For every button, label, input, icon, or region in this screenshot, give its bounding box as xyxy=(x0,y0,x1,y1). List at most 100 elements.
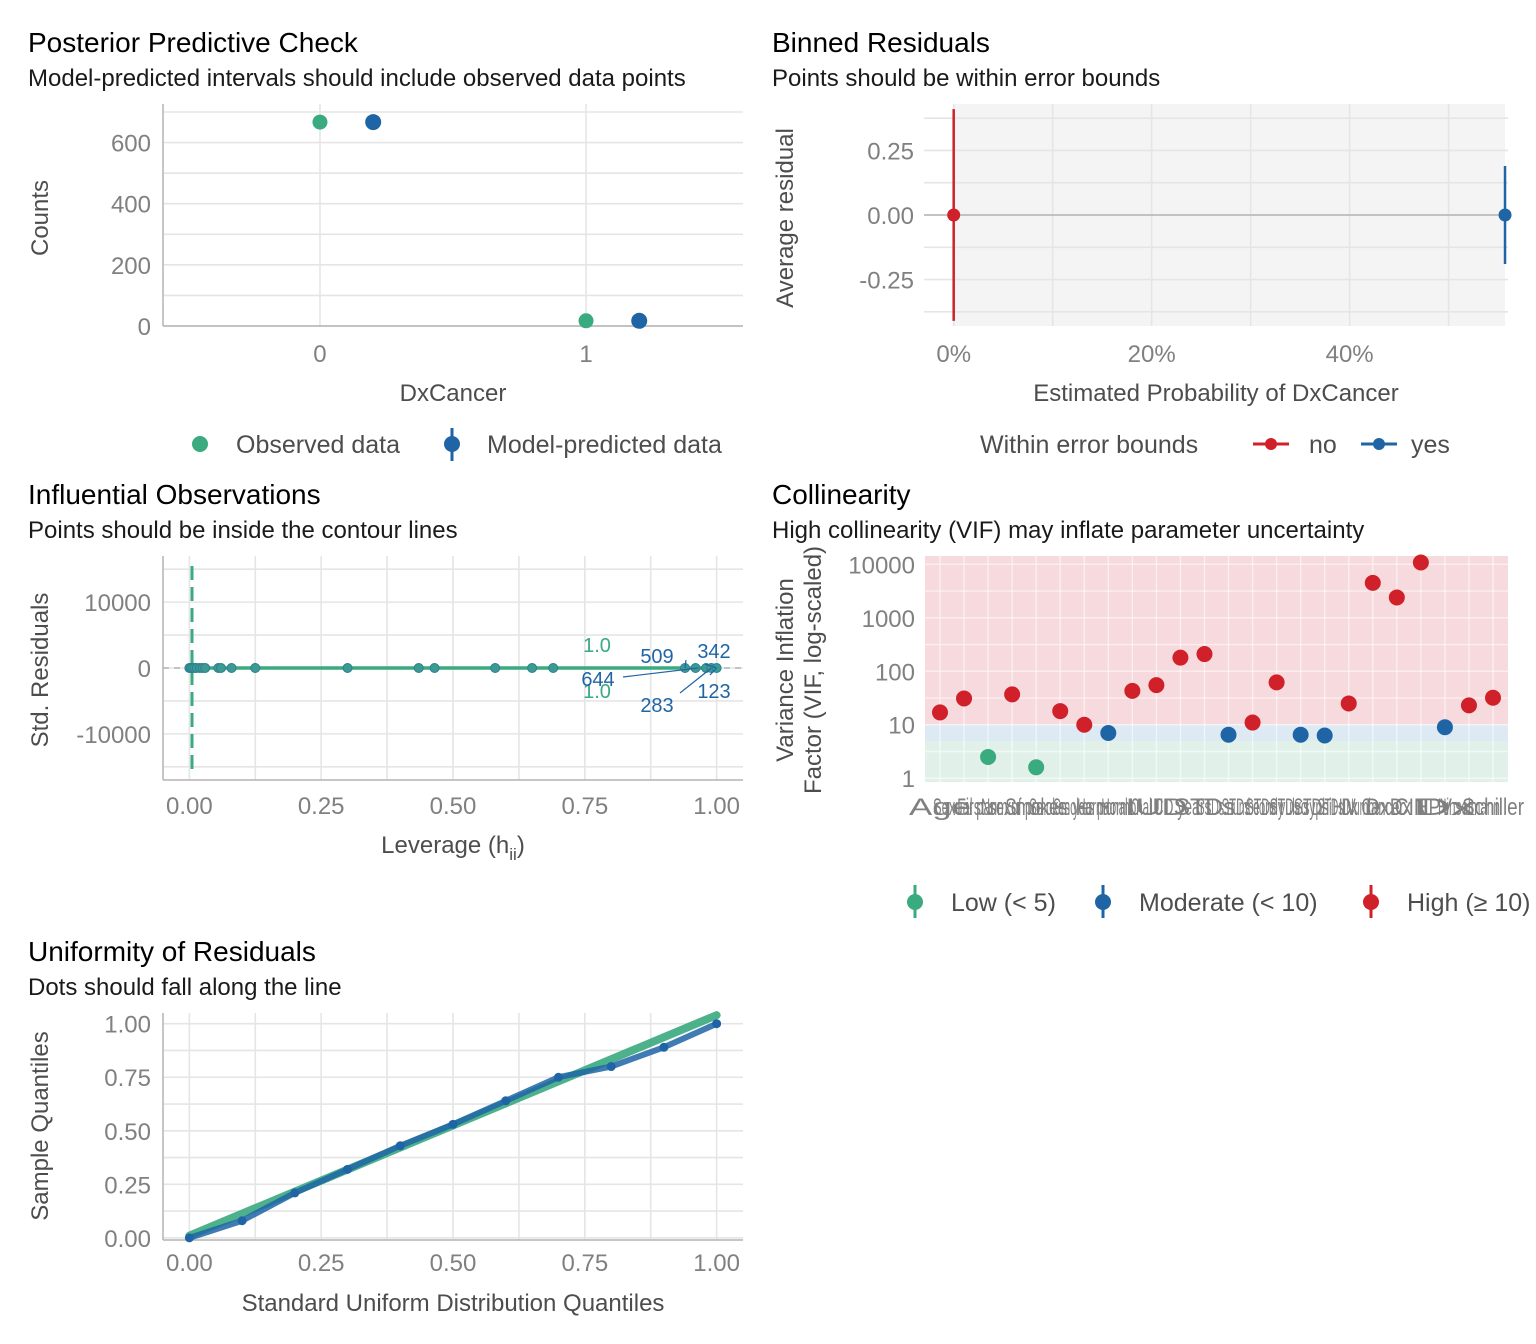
ppc-ytick-label: 0 xyxy=(138,314,151,341)
vif-point xyxy=(932,704,948,721)
vif-xtick-label: STDs Numbe xyxy=(1318,794,1380,821)
qq-subtitle: Dots should fall along the line xyxy=(28,974,342,1001)
vif-point xyxy=(1340,695,1357,712)
vif-point xyxy=(1364,574,1381,591)
binned-ytick-label: 0.25 xyxy=(867,138,914,165)
contour-label-upper: 1.0 xyxy=(583,635,611,657)
influence-xtick-label: 0.00 xyxy=(166,793,213,820)
vif-xtick-label: Age xyxy=(909,794,971,821)
influence-subtitle: Points should be inside the contour line… xyxy=(28,517,458,544)
legend-high-label: High (≥ 10) xyxy=(1407,889,1531,917)
vif-high-zone xyxy=(925,556,1508,725)
collinearity-subtitle: High collinearity (VIF) may inflate para… xyxy=(772,517,1364,544)
influence-point xyxy=(429,663,440,673)
legend-observed-key xyxy=(192,436,208,452)
vif-ytick-label: 1000 xyxy=(862,606,915,633)
vif-point xyxy=(1100,725,1117,742)
legend-yes-label: yes xyxy=(1411,431,1450,459)
influence-xtick-label: 0.25 xyxy=(298,793,345,820)
influence-xtick-label: 0.50 xyxy=(430,793,477,820)
qq-ylabel: Sample Quantiles xyxy=(27,1031,54,1220)
vif-xtick-label: First sexu xyxy=(957,794,1019,821)
vif-xtick-label: STDs numbe xyxy=(1198,794,1260,821)
binned-xtick-label: 40% xyxy=(1326,341,1374,368)
collinearity-title: Collinearity xyxy=(772,479,911,510)
vif-point xyxy=(1004,686,1021,703)
influence-title: Influential Observations xyxy=(28,479,321,510)
vif-xtick-label: Dx Cancer xyxy=(1342,794,1404,821)
ppc-xtick-label: 1 xyxy=(579,341,592,368)
ppc-observed-point xyxy=(312,114,328,130)
vif-point xyxy=(1052,703,1069,720)
binned-ytick-label: 0.00 xyxy=(867,203,914,230)
vif-point xyxy=(1172,649,1189,666)
qq-xtick-label: 0.50 xyxy=(430,1250,477,1277)
influence-point xyxy=(413,663,424,673)
influence-point xyxy=(490,663,501,673)
qq-sample-point xyxy=(184,1233,194,1243)
binned-panel: Binned Residuals Points should be within… xyxy=(772,27,1512,459)
vif-point xyxy=(1268,674,1285,691)
qq-ytick-label: 1.00 xyxy=(104,1012,151,1039)
vif-xtick-label: STDs syphi xyxy=(1270,794,1332,821)
qq-xtick-label: 0.00 xyxy=(166,1250,213,1277)
influence-point xyxy=(200,663,211,673)
vif-point xyxy=(1485,689,1501,706)
vif-xtick-label: Num of pre xyxy=(981,794,1043,821)
ppc-ylabel: Counts xyxy=(27,180,54,256)
vif-xtick-label: Smokes pac xyxy=(1053,794,1115,821)
vif-xtick-label: Schiller xyxy=(1462,794,1524,821)
influence-ytick-label: -10000 xyxy=(76,722,151,749)
qq-title: Uniformity of Residuals xyxy=(28,936,316,967)
influence-ytick-label: 10000 xyxy=(84,590,151,617)
binned-legend-title: Within error bounds xyxy=(980,431,1198,459)
vif-point xyxy=(1316,727,1333,744)
binned-ytick-label: -0.25 xyxy=(859,268,914,295)
qq-sample-point xyxy=(343,1164,353,1174)
ppc-ytick-label: 400 xyxy=(111,192,151,219)
vif-point xyxy=(1244,714,1261,731)
qq-xtick-label: 0.25 xyxy=(298,1250,345,1277)
binned-xlabel: Estimated Probability of DxCancer xyxy=(1033,380,1398,407)
vif-xtick-label: Hormonal C xyxy=(1101,794,1163,821)
influence-point-label: 644 xyxy=(581,669,614,691)
vif-point xyxy=(1412,554,1429,571)
influence-ytick-label: 0 xyxy=(138,656,151,683)
influence-label-segment xyxy=(622,667,699,678)
influence-point-label: 123 xyxy=(697,681,730,703)
influence-ylabel: Std. Residuals xyxy=(27,593,54,748)
ppc-observed-point xyxy=(578,313,594,329)
legend-no-label: no xyxy=(1309,431,1337,459)
binned-legend: Within error bounds no yes xyxy=(980,431,1450,459)
ppc-panel: Posterior Predictive Check Model-predict… xyxy=(27,27,743,461)
ppc-ytick-label: 600 xyxy=(111,131,151,158)
qq-sample-point xyxy=(395,1141,405,1151)
qq-sample-point xyxy=(290,1188,300,1198)
vif-xtick-label: Hormonal C xyxy=(1077,794,1139,821)
legend-predicted-key xyxy=(444,436,460,452)
collinearity-legend: Low (< 5) Moderate (< 10) High (≥ 10) xyxy=(907,885,1531,918)
qq-sample-point xyxy=(712,1019,722,1029)
influence-point xyxy=(527,663,538,673)
influence-point xyxy=(226,663,237,673)
vif-xtick-label: IUD xyxy=(1125,794,1187,821)
qq-sample-point xyxy=(237,1216,247,1226)
vif-xtick-label: Smokes xyxy=(1005,794,1067,821)
vif-point xyxy=(1124,682,1141,699)
qq-ytick-label: 0.75 xyxy=(104,1065,151,1092)
legend-high-dot xyxy=(1363,894,1379,910)
qq-sample-point xyxy=(606,1062,616,1072)
ppc-title: Posterior Predictive Check xyxy=(28,27,359,58)
vif-point xyxy=(1220,726,1237,743)
influence-label-segment xyxy=(684,659,687,669)
ppc-xlabel: DxCancer xyxy=(400,380,507,407)
legend-no-dot xyxy=(1265,438,1277,450)
vif-point xyxy=(1436,719,1453,736)
vif-ytick-label: 10000 xyxy=(848,552,915,579)
legend-observed-label: Observed data xyxy=(236,431,400,459)
legend-low-label: Low (< 5) xyxy=(951,889,1056,917)
binned-point xyxy=(1498,208,1512,222)
vif-ytick-label: 1 xyxy=(902,766,915,793)
legend-moderate-dot xyxy=(1095,894,1111,910)
influence-point xyxy=(216,663,226,673)
